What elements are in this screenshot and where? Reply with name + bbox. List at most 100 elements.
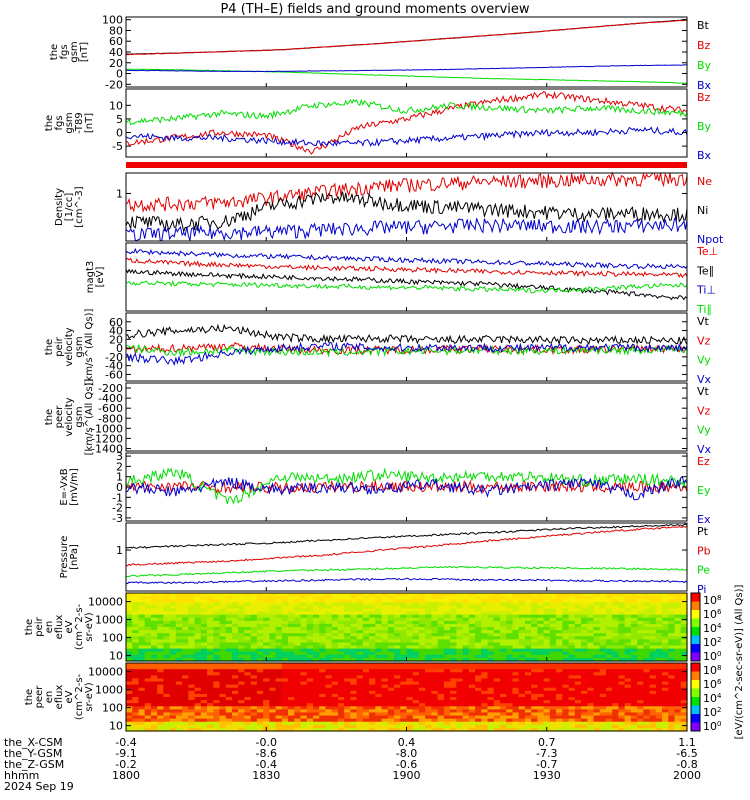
spectrogram-cell (662, 599, 669, 603)
spectrogram-cell (300, 684, 308, 689)
spectrogram-cell (194, 623, 202, 628)
spectrogram-cell (668, 678, 676, 683)
spectrogram-cell (200, 715, 208, 720)
spectrogram-cell (331, 712, 339, 717)
spectrogram-cell (381, 693, 389, 698)
spectrogram-cell (418, 700, 426, 704)
spectrogram-cell (231, 712, 239, 717)
spectrogram-cell (194, 693, 202, 698)
spectrogram-cell (394, 630, 401, 634)
spectrogram-cell (150, 605, 158, 610)
spectrogram-cell (356, 599, 364, 603)
spectrogram-cell (637, 718, 644, 723)
spectrogram-cell (624, 633, 632, 637)
spectrogram-cell (500, 681, 507, 686)
spectrogram-cell (524, 636, 532, 640)
spectrogram-cell (126, 620, 133, 625)
spectrogram-cell (281, 675, 289, 680)
spectrogram-cell (605, 663, 613, 667)
spectrogram-cell (238, 645, 246, 650)
y-tick-label: -60 (105, 368, 123, 381)
spectrogram-cell (524, 657, 532, 662)
spectrogram-cell (275, 703, 283, 707)
spectrogram-cell (624, 620, 632, 625)
spectrogram-cell (238, 620, 246, 625)
spectrogram-cell (512, 675, 520, 680)
spectrogram-cell (637, 715, 644, 720)
spectrogram-cell (668, 605, 676, 610)
spectrogram-cell (362, 687, 370, 692)
spectrogram-cell (537, 602, 545, 606)
spectrogram-cell (157, 605, 164, 610)
spectrogram-cell (250, 684, 258, 689)
spectrogram-cell (200, 727, 208, 732)
spectrogram-cell (662, 715, 669, 720)
spectrogram-cell (337, 633, 345, 637)
spectrogram-cell (556, 700, 563, 704)
spectrogram-cell (568, 715, 576, 720)
spectrogram-cell (574, 608, 582, 613)
x-tick-label: -0.0 (256, 736, 277, 749)
spectrogram-cell (313, 675, 320, 680)
spectrogram-cell (612, 718, 620, 723)
spectrogram-cell (362, 675, 370, 680)
spectrogram-cell (375, 633, 383, 637)
spectrogram-cell (437, 706, 445, 710)
spectrogram-cell (655, 611, 663, 616)
spectrogram-cell (219, 599, 227, 603)
spectrogram-cell (275, 651, 283, 656)
spectrogram-cell (437, 639, 445, 644)
spectrogram-cell (182, 611, 189, 616)
spectrogram-cell (231, 642, 239, 647)
spectrogram-cell (537, 666, 545, 670)
colorbar-tick-label: 106 (703, 608, 722, 621)
spectrogram-cell (157, 639, 164, 644)
spectrogram-cell (475, 596, 482, 600)
spectrogram-cell (250, 639, 258, 644)
spectrogram-cell (331, 623, 339, 628)
spectrogram-cell (475, 724, 482, 729)
spectrogram-cell (462, 596, 470, 600)
spectrogram-cell (512, 596, 520, 600)
spectrogram-cell (624, 605, 632, 610)
spectrogram-cell (250, 690, 258, 695)
spectrogram-cell (481, 678, 489, 683)
spectrogram-cell (231, 724, 239, 729)
spectrogram-cell (431, 623, 439, 628)
spectrogram-cell (537, 690, 545, 695)
spectrogram-cell (537, 700, 545, 704)
spectrogram-cell (369, 636, 376, 640)
spectrogram-cell (169, 645, 177, 650)
spectrogram-cell (313, 684, 320, 689)
spectrogram-cell (300, 651, 308, 656)
spectrogram-cell (537, 687, 545, 692)
spectrogram-cell (431, 608, 439, 613)
spectrogram-cell (275, 602, 283, 606)
spectrogram-cell (637, 608, 644, 613)
spectrogram-cell (506, 727, 514, 732)
spectrogram-cell (512, 687, 520, 692)
spectrogram-cell (518, 666, 526, 670)
spectrogram-cell (281, 614, 289, 619)
spectrogram-cell (406, 614, 414, 619)
spectrogram-cell (200, 693, 208, 698)
spectrogram-cell (418, 672, 426, 676)
spectrogram-cell (200, 623, 208, 628)
spectrogram-cell (475, 614, 482, 619)
spectrogram-cell (157, 630, 164, 634)
spectrogram-cell (207, 672, 214, 676)
spectrogram-cell (624, 651, 632, 656)
spectrogram-cell (406, 703, 414, 707)
spectrogram-cell (350, 684, 358, 689)
spectrogram-cell (437, 724, 445, 729)
spectrogram-cell (524, 645, 532, 650)
spectrogram-cell (263, 700, 270, 704)
spectrogram-cell (624, 724, 632, 729)
spectrogram-cell (294, 608, 302, 613)
spectrogram-cell (562, 690, 570, 695)
spectrogram-cell (649, 630, 657, 634)
spectrogram-cell (531, 630, 538, 634)
spectrogram-cell (605, 630, 613, 634)
spectrogram-cell (506, 712, 514, 717)
spectrogram-cell (556, 627, 563, 631)
